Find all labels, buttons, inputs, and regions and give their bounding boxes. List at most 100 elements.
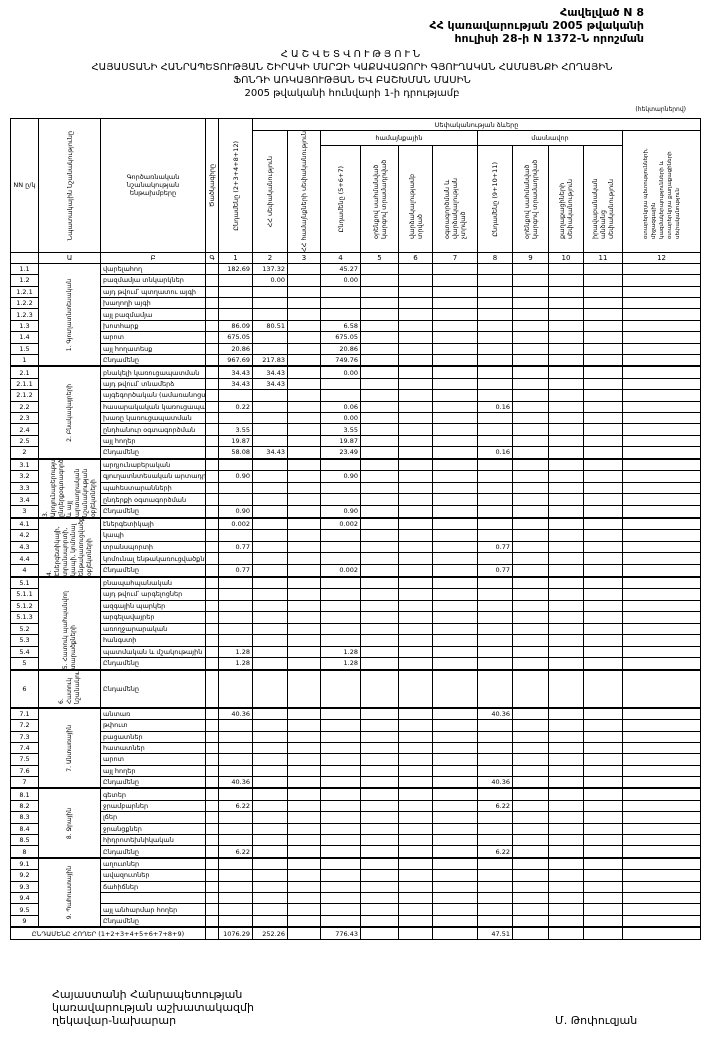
row-name: էներգետիկայի (100, 517, 206, 531)
value-col-4 (320, 529, 361, 542)
value-col-3 (287, 799, 321, 813)
group-label-text: 9. Պահուստային (65, 865, 73, 920)
value-col-1 (218, 389, 253, 402)
value-col-2 (252, 799, 288, 813)
grand-total-col-8: 47.51 (477, 926, 513, 941)
value-col-1: 3.55 (218, 423, 253, 436)
table-row: 4.2 կապի (10, 529, 702, 542)
value-col-5 (360, 799, 399, 813)
value-col-6 (398, 730, 433, 743)
row-name: ընդերքի օգտագործման (100, 493, 206, 506)
value-col-12 (621, 857, 702, 871)
value-col-1 (218, 529, 253, 542)
value-col-9 (512, 669, 549, 709)
value-col-12 (621, 274, 702, 287)
row-name: արոտ (100, 753, 206, 766)
value-col-6 (398, 799, 433, 813)
value-col-3 (287, 753, 321, 766)
row-code-cell (205, 504, 219, 519)
column-number: Գ (205, 251, 219, 264)
value-col-2 (252, 787, 288, 801)
value-col-3 (287, 446, 321, 460)
row-name: խառը կառուցապատման (100, 411, 206, 425)
value-col-9 (512, 434, 549, 448)
value-col-12 (621, 365, 702, 379)
row-name: ընդհանուր օգտագործման (100, 423, 206, 436)
column-number: 6 (398, 251, 433, 264)
row-name: այդ թվում՝ պտղատու այգի (100, 285, 206, 299)
value-col-5 (360, 540, 399, 554)
value-col-10 (548, 753, 584, 766)
value-col-6 (398, 707, 433, 721)
group-label: 2. Բնակավայրերի (38, 365, 101, 460)
row-name (100, 891, 206, 905)
value-col-6 (398, 811, 433, 824)
value-col-11 (583, 669, 623, 709)
value-col-5 (360, 470, 399, 483)
value-col-10 (548, 833, 584, 847)
value-col-6 (398, 411, 433, 425)
value-col-6 (398, 470, 433, 483)
value-col-6 (398, 262, 433, 276)
row-code-cell (205, 458, 219, 472)
value-col-10 (548, 622, 584, 636)
value-col-11 (583, 377, 623, 391)
table-row: 4.4 կոմունալ ենթակառուցվածքների (10, 552, 702, 565)
row-name: թփուտ (100, 719, 206, 732)
column-number: 11 (583, 251, 623, 264)
value-col-10 (548, 903, 584, 916)
grand-total-col-9 (512, 926, 549, 941)
value-col-6 (398, 274, 433, 287)
value-col-4: 0.90 (320, 504, 361, 519)
value-col-5 (360, 764, 399, 778)
value-col-6 (398, 540, 433, 554)
value-col-1 (218, 611, 253, 624)
value-col-6 (398, 611, 433, 624)
value-col-6 (398, 517, 433, 531)
value-col-6 (398, 599, 433, 613)
header-c1-text: Ընդամենը (2+3+4+8+12) (231, 140, 240, 231)
column-number (10, 251, 39, 264)
table-row: 2.4 ընդհանուր օգտագործման 3.55 3.55 (10, 423, 702, 436)
value-col-12 (621, 645, 702, 659)
title-main: ՀԱՇՎԵՏՎՈՒԹՅՈՒՆ (280, 49, 424, 60)
table-row: 7.5 արոտ (10, 753, 702, 766)
value-col-9 (512, 297, 549, 310)
value-col-1 (218, 634, 253, 647)
value-col-11 (583, 719, 623, 732)
value-col-10 (548, 319, 584, 333)
table-row-total: 9 Ընդամենը (10, 914, 702, 929)
value-col-11 (583, 845, 623, 859)
value-col-5 (360, 707, 399, 721)
value-col-3 (287, 588, 321, 601)
value-col-2 (252, 822, 288, 836)
value-col-9 (512, 331, 549, 344)
value-col-12 (621, 787, 702, 801)
value-col-1 (218, 741, 253, 755)
value-col-11 (583, 776, 623, 790)
value-col-7 (432, 319, 478, 333)
value-col-10 (548, 857, 584, 871)
value-col-2: 217.83 (252, 354, 288, 368)
table-row: 7.4 հատատներ (10, 741, 702, 755)
value-col-6 (398, 481, 433, 495)
header-c8: Ընդամենը (9+10+11) (477, 144, 513, 253)
value-col-9 (512, 787, 549, 801)
value-col-3 (287, 645, 321, 659)
value-col-9 (512, 645, 549, 659)
value-col-2 (252, 903, 288, 916)
value-col-6 (398, 342, 433, 356)
row-code-cell (205, 719, 219, 732)
value-col-8 (477, 423, 513, 436)
value-col-2 (252, 764, 288, 778)
value-col-11 (583, 274, 623, 287)
value-col-1 (218, 297, 253, 310)
value-col-8 (477, 657, 513, 671)
value-col-7 (432, 622, 478, 636)
value-col-2 (252, 423, 288, 436)
value-col-11 (583, 354, 623, 368)
column-number: 10 (548, 251, 584, 264)
value-col-10 (548, 285, 584, 299)
value-col-6 (398, 741, 433, 755)
header-community: համայնքային (320, 130, 478, 146)
